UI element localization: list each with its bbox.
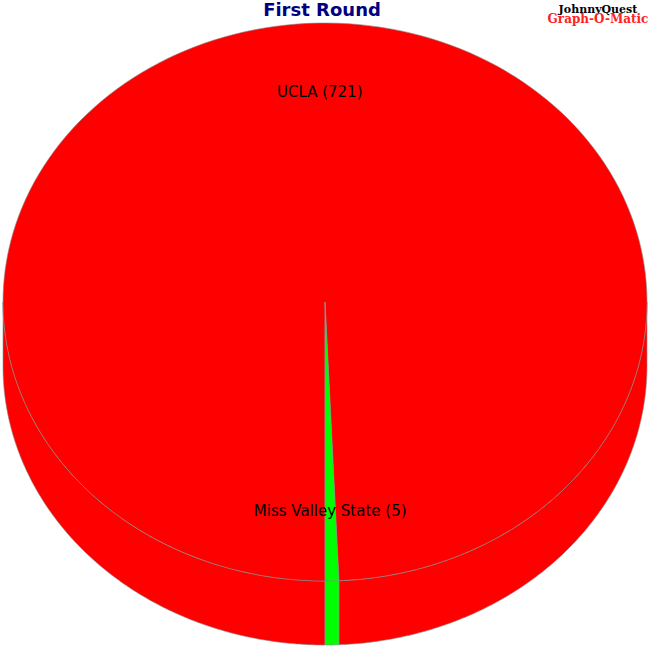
logo: JohnnyQuestGraph-O-Matic [548, 3, 649, 26]
data-labels: UCLA (721) Miss Valley State (5) [254, 83, 407, 519]
pie-slice: Miss Valley State [325, 302, 339, 581]
data-label: UCLA (721) [277, 83, 363, 101]
chart: UCLAMiss Valley StateUCLA (721)Miss Vall… [0, 0, 650, 650]
pie-side [325, 581, 339, 645]
title: First Round [263, 0, 381, 20]
pie-top: UCLAMiss Valley State [3, 23, 647, 581]
pie: UCLAMiss Valley State [3, 23, 647, 645]
data-label: Miss Valley State (5) [254, 502, 407, 520]
logo-text: Graph-O-Matic [548, 12, 649, 26]
pie-slice: UCLA [3, 23, 647, 581]
